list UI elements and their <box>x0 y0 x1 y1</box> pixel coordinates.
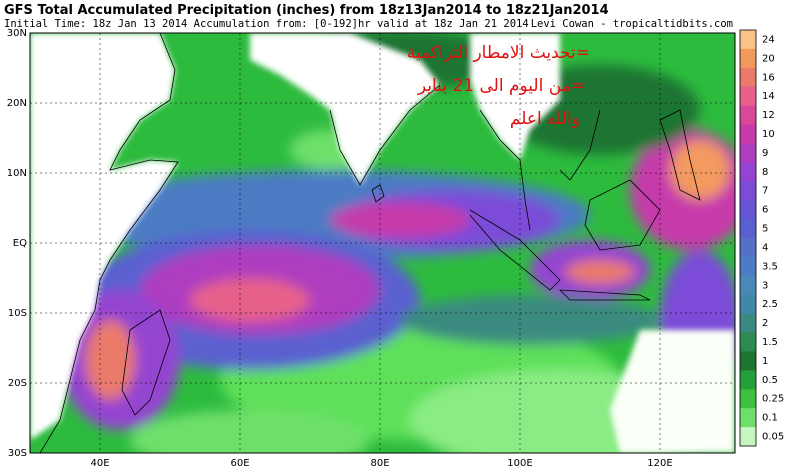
colorbar-label: 4 <box>762 242 768 253</box>
colorbar-label: 10 <box>762 129 775 140</box>
lon-label: 100E <box>507 458 532 469</box>
annotation: والله اعلم <box>510 109 580 129</box>
colorbar-label: 3.5 <box>762 261 778 272</box>
colorbar-label: 7 <box>762 186 768 197</box>
colorbar-label: 0.25 <box>762 394 784 405</box>
colorbar-swatch <box>740 408 756 428</box>
coastlines <box>39 33 701 453</box>
colorbar-swatch <box>740 294 756 315</box>
colorbar-swatch <box>740 124 756 144</box>
colorbar-label: 1.5 <box>762 337 778 348</box>
colorbar-label: 2.5 <box>762 299 778 310</box>
lat-label: 10N <box>7 168 27 179</box>
credit: Levi Cowan - tropicaltidbits.com <box>531 18 733 30</box>
lon-label: 120E <box>647 458 672 469</box>
map-frame <box>29 32 736 454</box>
colorbar-label: 0.05 <box>762 432 784 443</box>
colorbar-swatch <box>740 275 756 296</box>
colorbar-swatch <box>740 332 756 352</box>
colorbar-swatch <box>740 200 756 220</box>
colorbar-swatch <box>740 313 756 334</box>
lat-label: 10S <box>8 308 27 319</box>
lat-label: 20S <box>8 378 27 389</box>
colorbar-swatch <box>740 86 756 107</box>
colorbar-swatch <box>740 48 756 69</box>
colorbar-swatch <box>740 105 756 126</box>
colorbar-swatch <box>740 219 756 239</box>
colorbar-swatch <box>740 143 756 163</box>
lon-label: 60E <box>230 458 249 469</box>
colorbar-swatch <box>740 30 756 50</box>
colorbar-label: 14 <box>762 91 775 102</box>
colorbar-swatch <box>740 181 756 201</box>
colorbar-frame <box>739 29 757 447</box>
colorbar: 24 20 16 14 12 10 9 8 7 6 5 4 3.5 3 2.5 2 1.5 1 0.5 0.25 0.1… <box>739 29 784 447</box>
lat-label: EQ <box>13 238 27 249</box>
colorbar-label: 3 <box>762 280 768 291</box>
colorbar-swatch <box>740 256 756 277</box>
colorbar-label: 9 <box>762 148 768 159</box>
colorbar-label: 1 <box>762 356 768 367</box>
colorbar-label: 12 <box>762 110 775 121</box>
graticule <box>30 33 735 453</box>
colorbar-label: 0.1 <box>762 413 778 424</box>
lat-label: 30N <box>7 28 27 39</box>
colorbar-label: 2 <box>762 318 768 329</box>
colorbar-swatch <box>740 370 756 390</box>
annotations: =تحديث الامطار التراكمية =من اليوم الى 21… <box>407 43 590 129</box>
colorbar-swatch <box>740 162 756 182</box>
subtitle: Initial Time: 18z Jan 13 2014 Accumulati… <box>4 18 529 30</box>
colorbar-label: 0.5 <box>762 375 778 386</box>
colorbar-label: 5 <box>762 224 768 235</box>
map-field <box>30 33 735 453</box>
annotation: =تحديث الامطار التراكمية <box>407 43 590 63</box>
lon-label: 80E <box>370 458 389 469</box>
annotation: =من اليوم الى 21 يناير <box>417 76 585 96</box>
lon-label: 40E <box>90 458 109 469</box>
axis-labels: 30N 20N 10N EQ 10S 20S 30S 40E 60E 80E 100E 120E <box>7 28 673 469</box>
colorbar-label: 8 <box>762 167 768 178</box>
colorbar-label: 16 <box>762 72 775 83</box>
colorbar-swatch <box>740 238 756 258</box>
colorbar-swatch <box>740 427 756 447</box>
title: GFS Total Accumulated Precipitation (inc… <box>4 3 609 18</box>
colorbar-label: 6 <box>762 205 768 216</box>
colorbar-label: 24 <box>762 34 775 45</box>
colorbar-label: 20 <box>762 53 775 64</box>
lat-label: 30S <box>8 448 27 459</box>
lat-label: 20N <box>7 98 27 109</box>
colorbar-swatch <box>740 67 756 88</box>
colorbar-swatch <box>740 351 756 371</box>
colorbar-swatch <box>740 389 756 409</box>
